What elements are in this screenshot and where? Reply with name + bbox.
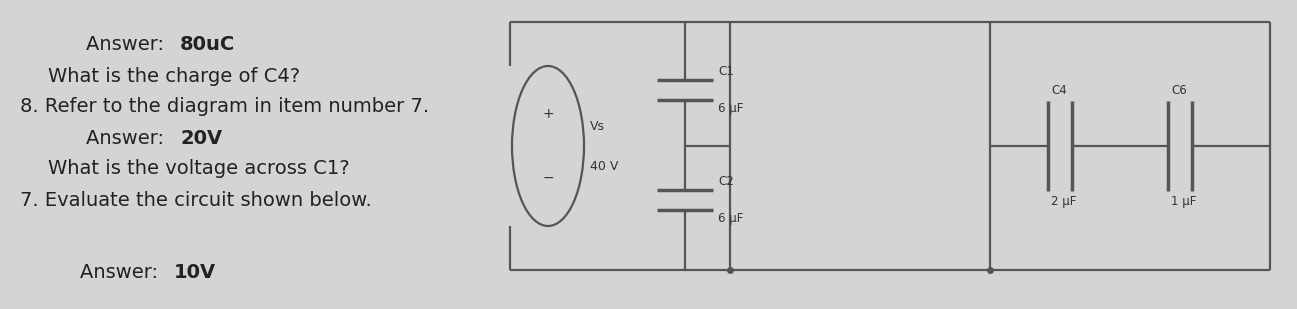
- Text: C6: C6: [1171, 84, 1187, 97]
- Text: 8. Refer to the diagram in item number 7.: 8. Refer to the diagram in item number 7…: [19, 96, 429, 116]
- Text: C1: C1: [719, 65, 734, 78]
- Text: 1 μF: 1 μF: [1171, 195, 1196, 208]
- Text: −: −: [542, 171, 554, 185]
- Text: What is the voltage across C1?: What is the voltage across C1?: [48, 159, 350, 177]
- Text: Answer:: Answer:: [80, 263, 165, 281]
- Text: Answer:: Answer:: [86, 35, 170, 53]
- Text: C4: C4: [1051, 84, 1066, 97]
- Text: Answer:: Answer:: [86, 129, 170, 147]
- Text: 40 V: 40 V: [590, 159, 619, 172]
- Text: What is the charge of C4?: What is the charge of C4?: [48, 66, 300, 86]
- Text: Vs: Vs: [590, 120, 604, 133]
- Text: 20V: 20V: [180, 129, 222, 147]
- Text: +: +: [542, 107, 554, 121]
- Text: C2: C2: [719, 175, 734, 188]
- Text: 2 μF: 2 μF: [1051, 195, 1077, 208]
- Text: 6 μF: 6 μF: [719, 212, 743, 225]
- Text: 7. Evaluate the circuit shown below.: 7. Evaluate the circuit shown below.: [19, 191, 372, 210]
- Text: 80uC: 80uC: [180, 35, 235, 53]
- Text: 6 μF: 6 μF: [719, 102, 743, 115]
- Text: 10V: 10V: [174, 263, 217, 281]
